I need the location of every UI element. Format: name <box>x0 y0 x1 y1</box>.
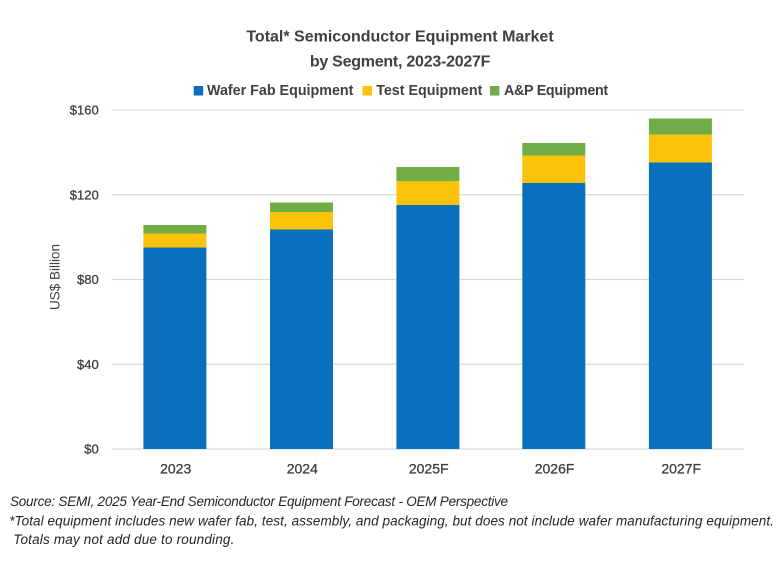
svg-text:2025F: 2025F <box>409 461 449 477</box>
svg-text:Source: SEMI, 2025 Year-End Se: Source: SEMI, 2025 Year-End Semiconducto… <box>10 494 508 509</box>
svg-text:$0: $0 <box>84 442 98 457</box>
svg-text:2026F: 2026F <box>535 461 575 477</box>
svg-text:2024: 2024 <box>287 461 318 477</box>
svg-text:Totals may not add due to roun: Totals may not add due to rounding. <box>13 532 234 547</box>
svg-text:2023: 2023 <box>160 461 191 477</box>
svg-text:Wafer Fab Equipment: Wafer Fab Equipment <box>207 83 354 99</box>
svg-text:$120: $120 <box>70 187 99 202</box>
svg-text:US$ Billion: US$ Billion <box>47 244 62 310</box>
svg-text:$160: $160 <box>70 103 99 118</box>
svg-text:by Segment, 2023-2027F: by Segment, 2023-2027F <box>310 53 491 70</box>
svg-text:$80: $80 <box>77 272 99 287</box>
svg-text:Test Equipment: Test Equipment <box>376 83 482 99</box>
svg-text:$40: $40 <box>77 357 99 372</box>
svg-text:2027F: 2027F <box>661 461 701 477</box>
svg-text:A&P Equipment: A&P Equipment <box>504 83 608 99</box>
svg-text:*Total equipment includes new: *Total equipment includes new wafer fab,… <box>9 514 774 529</box>
svg-text:Total* Semiconductor Equipment: Total* Semiconductor Equipment Market <box>246 29 554 46</box>
